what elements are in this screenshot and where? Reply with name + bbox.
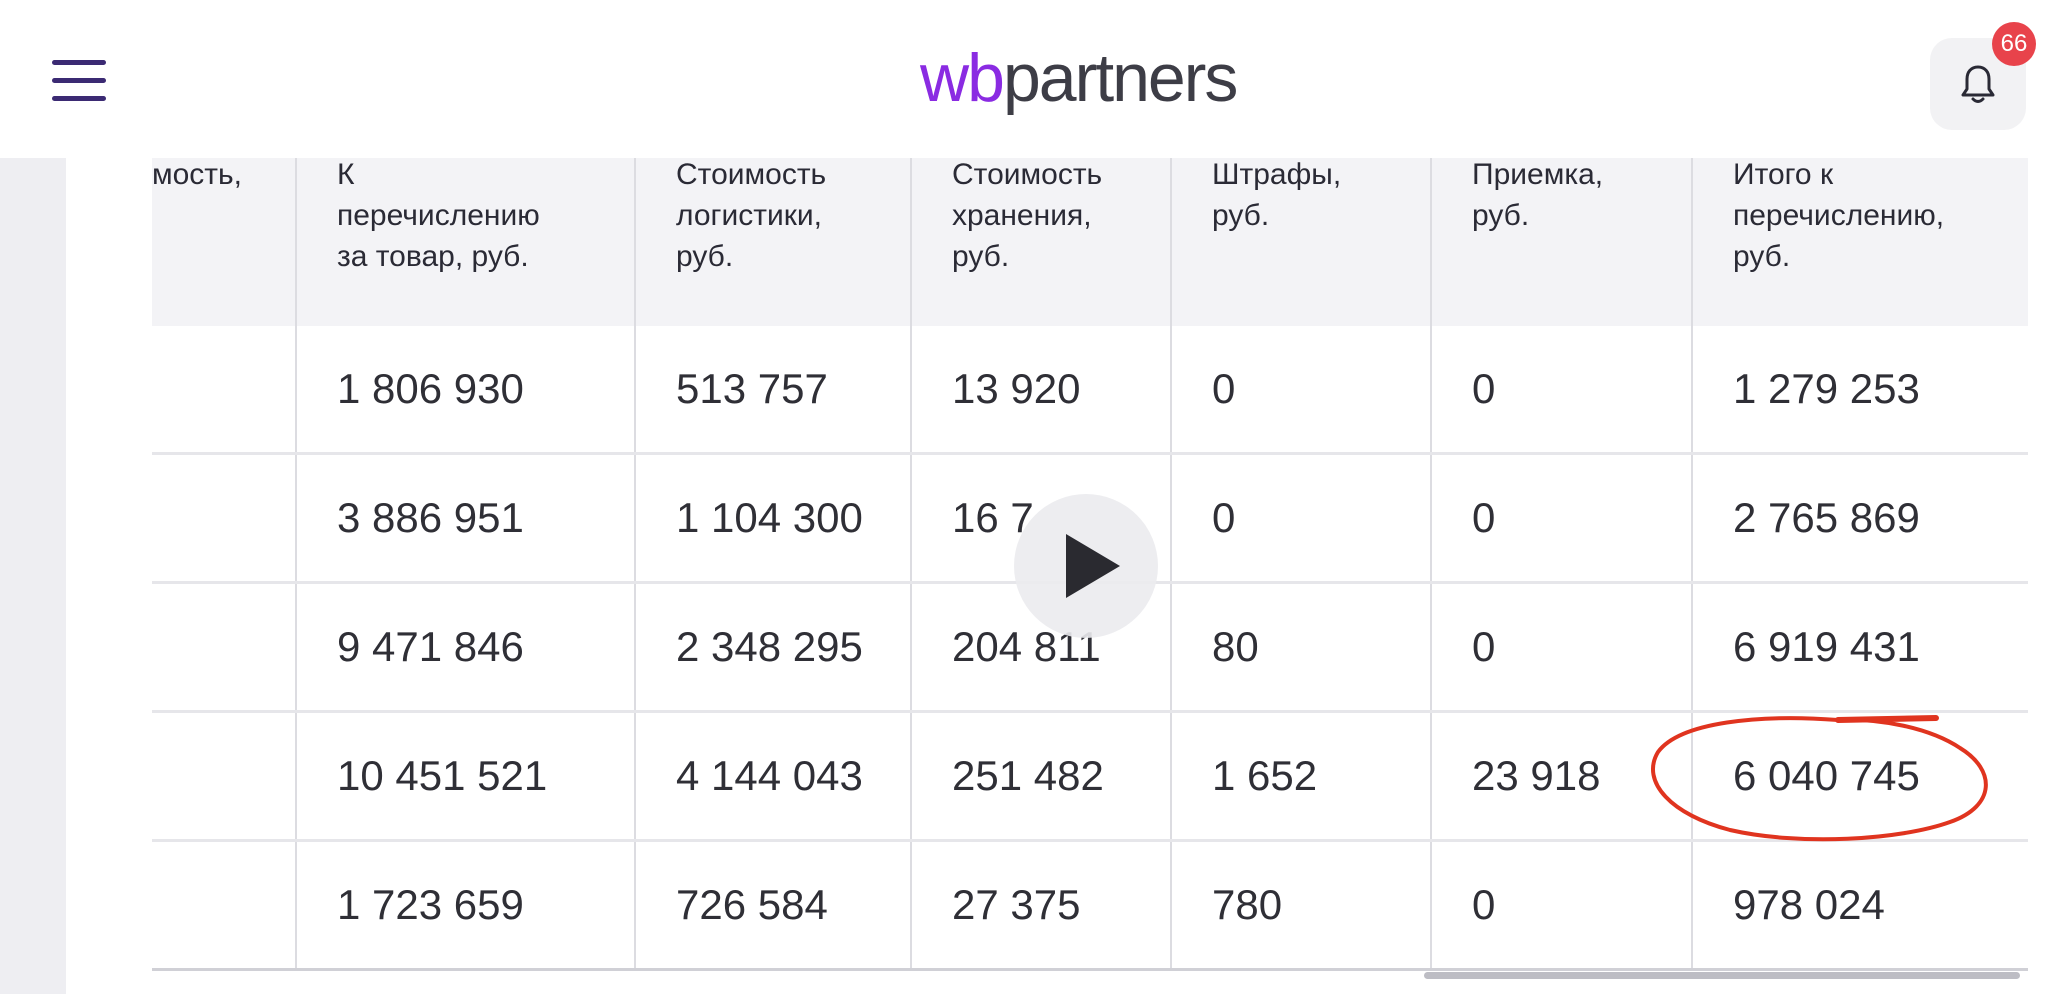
table-cell: 0 [1430,326,1692,455]
wbpartners-logo[interactable]: wbpartners [920,38,1238,118]
column-header-text: Стоимость логистики, руб. [676,158,827,273]
table-cell: 1 806 930 [295,326,635,455]
hamburger-menu-icon[interactable] [52,60,106,102]
column-header-text: Приемка, руб. [1472,158,1604,232]
column-header-text: мость, [152,158,243,191]
table-cell: 1 104 300 [634,453,911,584]
report-table-container[interactable]: мость, К перечислению за товар, руб. Сто… [152,158,2028,974]
menu-line [52,96,106,101]
table-cell: 23 918 [1430,711,1692,842]
notification-count-badge: 66 [1992,22,2036,66]
table-cell-highlighted: 6 040 745 [1691,711,2028,842]
column-header-text: К перечислению за товар, руб. [337,158,540,273]
table-cell: 2 348 295 [634,582,911,713]
table-cell: 513 757 [634,326,911,455]
table-cell: 978 024 [1691,840,2028,971]
table-cell: 3 886 951 [295,453,635,584]
table-cell: 10 451 521 [295,711,635,842]
logo-partners-text: partners [1002,40,1238,116]
column-header-text: Штрафы, руб. [1212,158,1342,232]
table-cell: 0 [1170,453,1431,584]
table-cell [152,326,296,455]
column-header: Штрафы, руб. [1170,158,1431,326]
table-cell: 2 765 869 [1691,453,2028,584]
table-cell: 1 279 253 [1691,326,2028,455]
column-header: Стоимость хранения, руб. [910,158,1171,326]
table-cell: 780 [1170,840,1431,971]
report-table: мость, К перечислению за товар, руб. Сто… [152,158,2028,971]
column-header: мость, [152,158,296,326]
horizontal-scrollbar[interactable] [1424,972,2020,979]
table-row: 1 723 659 726 584 27 375 780 0 978 024 [152,840,2028,971]
table-cell [152,711,296,842]
column-header-text: Стоимость хранения, руб. [952,158,1103,273]
menu-line [52,60,106,65]
table-cell: 27 375 [910,840,1171,971]
column-header-text: Итого к перечислению, руб. [1733,158,1945,273]
column-header: Стоимость логистики, руб. [634,158,911,326]
table-cell [152,453,296,584]
table-cell: 4 144 043 [634,711,911,842]
table-row: 10 451 521 4 144 043 251 482 1 652 23 91… [152,711,2028,842]
menu-line [52,78,106,83]
table-cell: 80 [1170,582,1431,713]
table-row: 9 471 846 2 348 295 204 811 80 0 6 919 4… [152,582,2028,713]
left-sidebar-strip [0,158,66,994]
table-cell [152,840,296,971]
play-icon [1066,534,1120,598]
logo-wb-text: wb [920,40,1005,116]
table-header-row: мость, К перечислению за товар, руб. Сто… [152,158,2028,326]
table-cell: 13 920 [910,326,1171,455]
bell-icon [1961,65,1995,103]
column-header: К перечислению за товар, руб. [295,158,635,326]
table-cell: 251 482 [910,711,1171,842]
table-cell: 9 471 846 [295,582,635,713]
column-header: Приемка, руб. [1430,158,1692,326]
table-cell: 1 652 [1170,711,1431,842]
table-cell: 0 [1430,453,1692,584]
top-header: wbpartners [0,0,2046,158]
table-cell: 0 [1430,582,1692,713]
table-cell: 1 723 659 [295,840,635,971]
table-cell: 6 919 431 [1691,582,2028,713]
table-cell: 0 [1170,326,1431,455]
table-cell [152,582,296,713]
column-header: Итого к перечислению, руб. [1691,158,2028,326]
video-play-button[interactable] [1014,494,1158,638]
table-cell: 0 [1430,840,1692,971]
table-cell: 726 584 [634,840,911,971]
table-row: 1 806 930 513 757 13 920 0 0 1 279 253 [152,326,2028,455]
